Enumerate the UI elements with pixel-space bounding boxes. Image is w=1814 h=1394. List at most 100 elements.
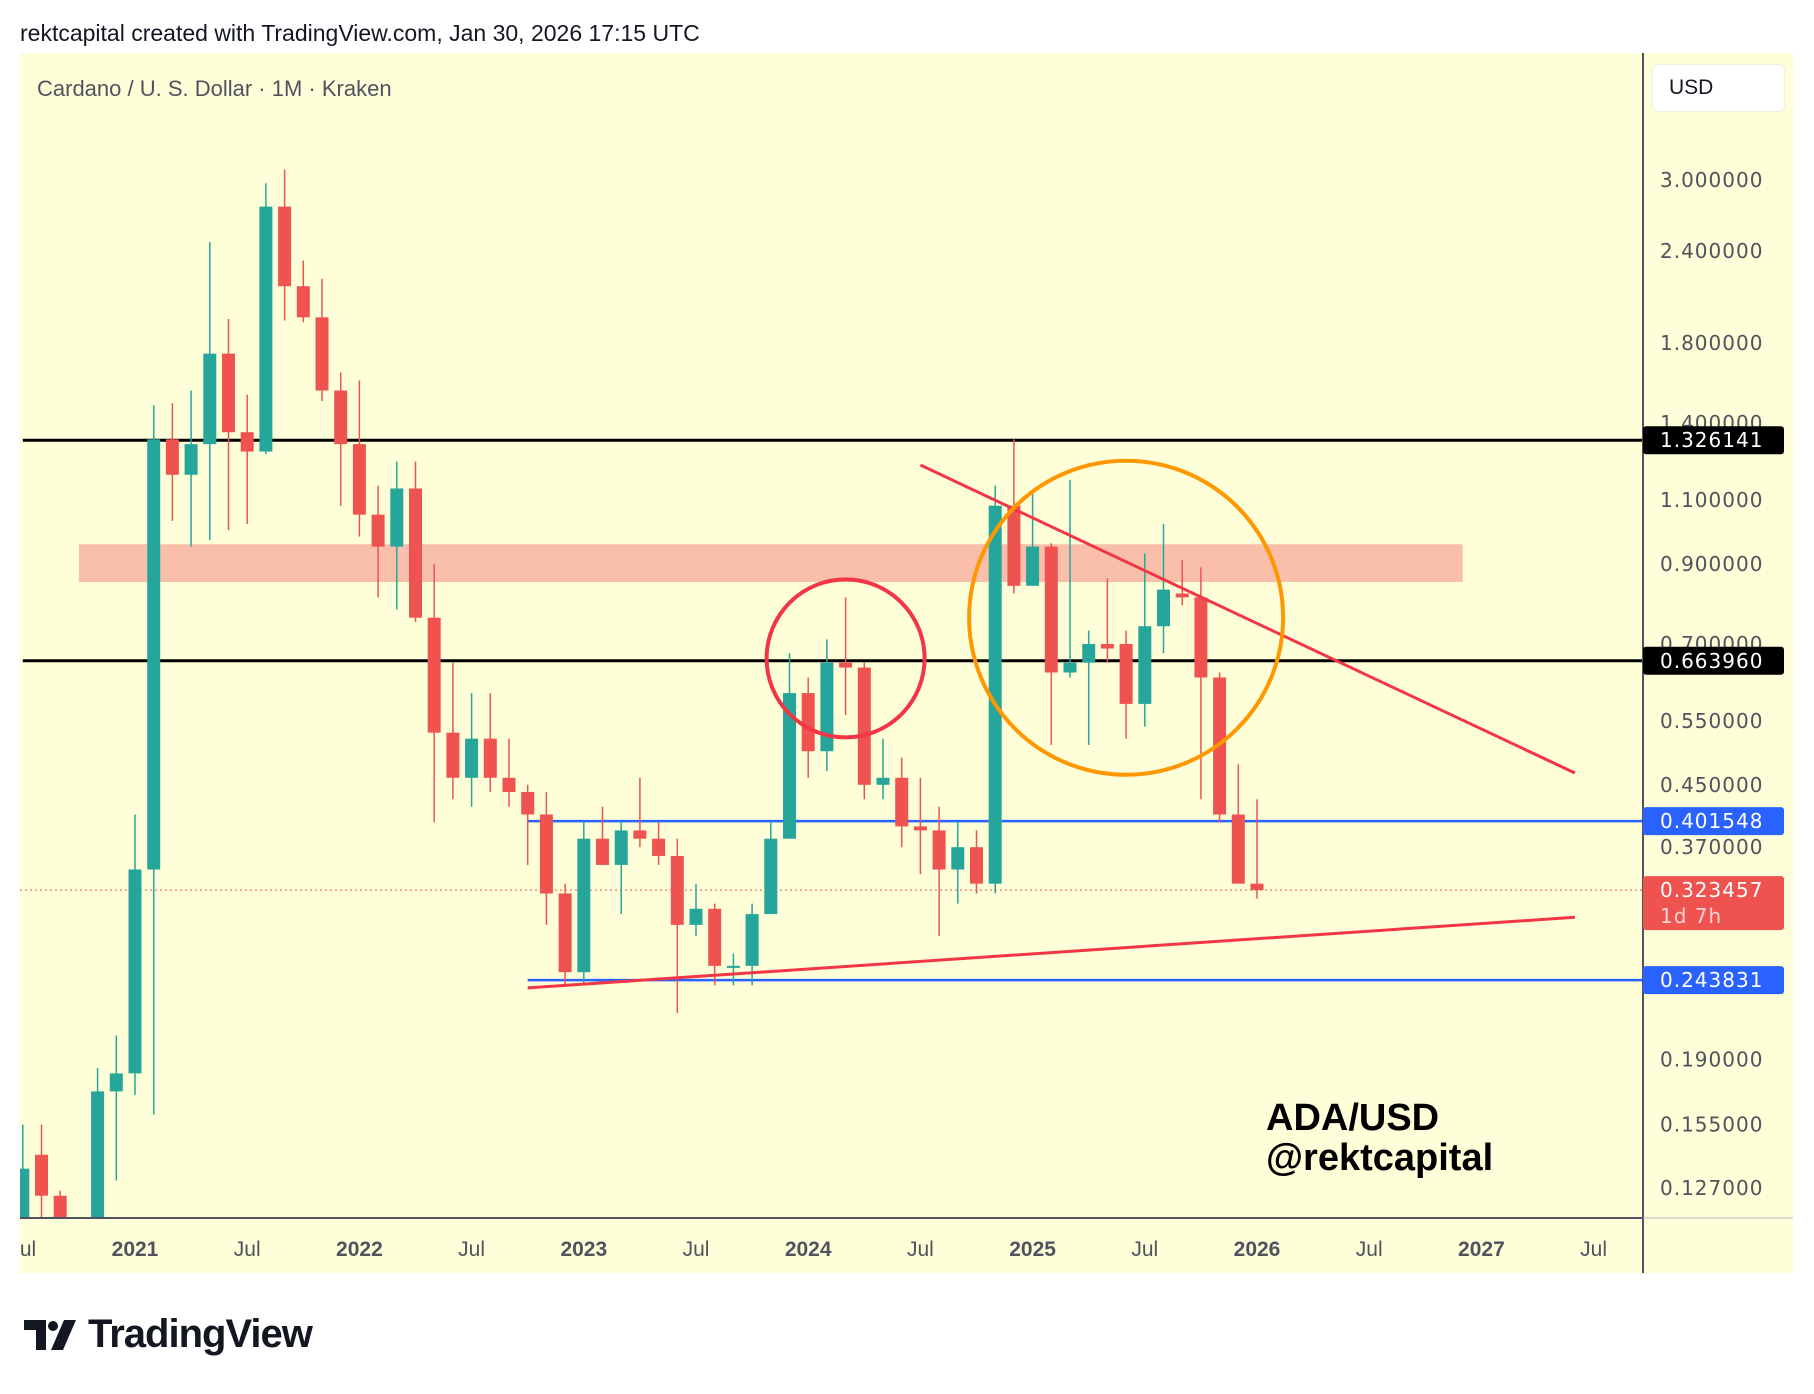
candle	[596, 806, 609, 865]
price-tick-label: 0.190000	[1660, 1048, 1763, 1072]
candle	[296, 260, 310, 323]
candle-body	[951, 847, 965, 870]
candle	[1175, 560, 1189, 606]
candle	[1194, 567, 1208, 800]
candle	[1250, 799, 1264, 899]
time-tick-label: Jul	[683, 1238, 710, 1261]
candle	[539, 791, 553, 925]
candle	[1026, 494, 1040, 586]
candle	[820, 639, 834, 771]
candle	[1100, 578, 1114, 663]
plot-area: ADA/USD@rektcapital	[20, 169, 1643, 1273]
candle	[203, 241, 217, 540]
candle	[708, 903, 722, 986]
resistance-zone	[78, 544, 1463, 583]
price-tick-label: 0.450000	[1660, 773, 1763, 797]
candle	[932, 806, 946, 937]
candle	[726, 953, 740, 986]
candle-body	[72, 1264, 85, 1273]
trendline	[527, 915, 1576, 990]
candle-body	[521, 791, 535, 815]
candle-body	[783, 693, 796, 839]
price-badge: 1.326141	[1643, 426, 1784, 455]
candle-body	[109, 1073, 123, 1092]
candle-body	[1044, 546, 1058, 673]
time-tick-label: Jul	[1356, 1238, 1383, 1261]
candle	[20, 1124, 30, 1218]
candle-body	[502, 777, 516, 792]
candle-body	[315, 317, 329, 391]
candle-body	[726, 965, 740, 968]
candle	[109, 1035, 123, 1181]
candle-body	[596, 838, 609, 865]
candle	[371, 485, 385, 598]
candle	[446, 662, 460, 800]
candle	[184, 390, 198, 547]
highlight-circle	[764, 577, 927, 740]
price-badge-bg	[1643, 426, 1784, 455]
candle	[409, 461, 422, 622]
candle-body	[689, 908, 703, 925]
candle	[1231, 764, 1245, 884]
tradingview-logo: TradingView	[24, 1312, 313, 1357]
candle-body	[895, 777, 909, 827]
annotation-pair: ADA/USD	[1266, 1097, 1439, 1139]
price-tick-label: 0.370000	[1660, 835, 1763, 859]
price-badge-bg	[1643, 876, 1784, 931]
candle	[465, 693, 479, 807]
price-tick-label: 2.400000	[1660, 239, 1763, 263]
time-tick-label: 2023	[560, 1238, 607, 1261]
price-tick-label: 1.800000	[1660, 331, 1763, 355]
price-badge: 0.243831	[1643, 966, 1784, 995]
chart-credit-header: rektcapital created with TradingView.com…	[20, 20, 700, 46]
time-tick-label: Jul	[458, 1238, 485, 1261]
candle	[895, 757, 909, 848]
price-tick-label: 0.155000	[1660, 1113, 1763, 1137]
candle-body	[184, 444, 198, 475]
price-badge: 0.663960	[1643, 646, 1784, 675]
candle-body	[1007, 505, 1021, 586]
candle-body	[371, 514, 385, 547]
candle	[1138, 553, 1152, 727]
candle	[689, 883, 703, 937]
candle-body	[240, 432, 254, 452]
candle-body	[1157, 589, 1170, 627]
candle	[839, 597, 853, 716]
price-tick-label: 1.100000	[1660, 488, 1763, 512]
candle-body	[427, 617, 441, 733]
candle-body	[296, 286, 310, 318]
candle-body	[91, 1091, 105, 1218]
candle-body	[1138, 626, 1152, 704]
candle	[502, 738, 516, 807]
countdown-label: 1d 7h	[1660, 904, 1722, 928]
candle	[165, 403, 179, 521]
chart-panel[interactable]: ADA/USD @rektcapital 3.000000 2.400000 1.800…	[20, 53, 1793, 1273]
candle	[521, 784, 535, 865]
tradingview-logo-text: TradingView	[88, 1312, 313, 1356]
candlestick-chart[interactable]: ADA/USD@rektcapital 3.000000 2.400000 1.800…	[20, 53, 1793, 1273]
candle-body	[614, 830, 628, 865]
candle-body	[147, 439, 161, 870]
candle-body	[876, 777, 890, 785]
price-badge-bg	[1643, 646, 1784, 675]
candle-body	[801, 693, 815, 752]
candle-body	[932, 830, 946, 870]
candle	[913, 777, 927, 875]
currency-button[interactable]: USD	[1652, 64, 1785, 112]
candle-body	[352, 444, 366, 515]
candle-body	[278, 206, 292, 287]
candle-body	[222, 353, 235, 433]
candle-body	[708, 908, 722, 966]
price-tick-label: 0.900000	[1660, 552, 1763, 576]
candle-body	[390, 488, 404, 547]
candle	[577, 822, 591, 986]
tradingview-logo-icon	[24, 1319, 76, 1350]
candle-body	[577, 838, 591, 973]
candle-body	[446, 732, 460, 778]
time-tick-label: Jul	[907, 1238, 934, 1261]
time-tick-label: Jul	[234, 1238, 261, 1261]
candle	[1044, 543, 1058, 745]
candle	[783, 653, 796, 839]
candle	[483, 693, 497, 792]
candle-body	[970, 847, 983, 884]
